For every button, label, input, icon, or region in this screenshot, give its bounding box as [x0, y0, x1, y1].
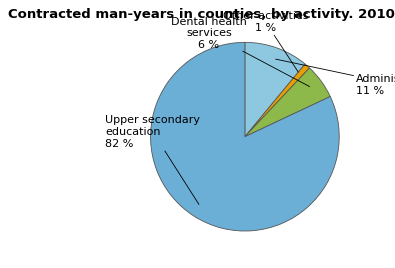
Text: Dental health
services
6 %: Dental health services 6 % [171, 17, 310, 87]
Wedge shape [245, 64, 309, 137]
Text: Administration
11 %: Administration 11 % [276, 59, 395, 96]
Text: Upper secondary
education
82 %: Upper secondary education 82 % [105, 115, 200, 204]
Wedge shape [245, 68, 330, 137]
Wedge shape [245, 42, 305, 137]
Text: Other activities
1 %: Other activities 1 % [223, 11, 308, 72]
Text: Contracted man-years in counties, by activity. 2010. Per cent: Contracted man-years in counties, by act… [8, 8, 395, 21]
Wedge shape [150, 42, 339, 231]
